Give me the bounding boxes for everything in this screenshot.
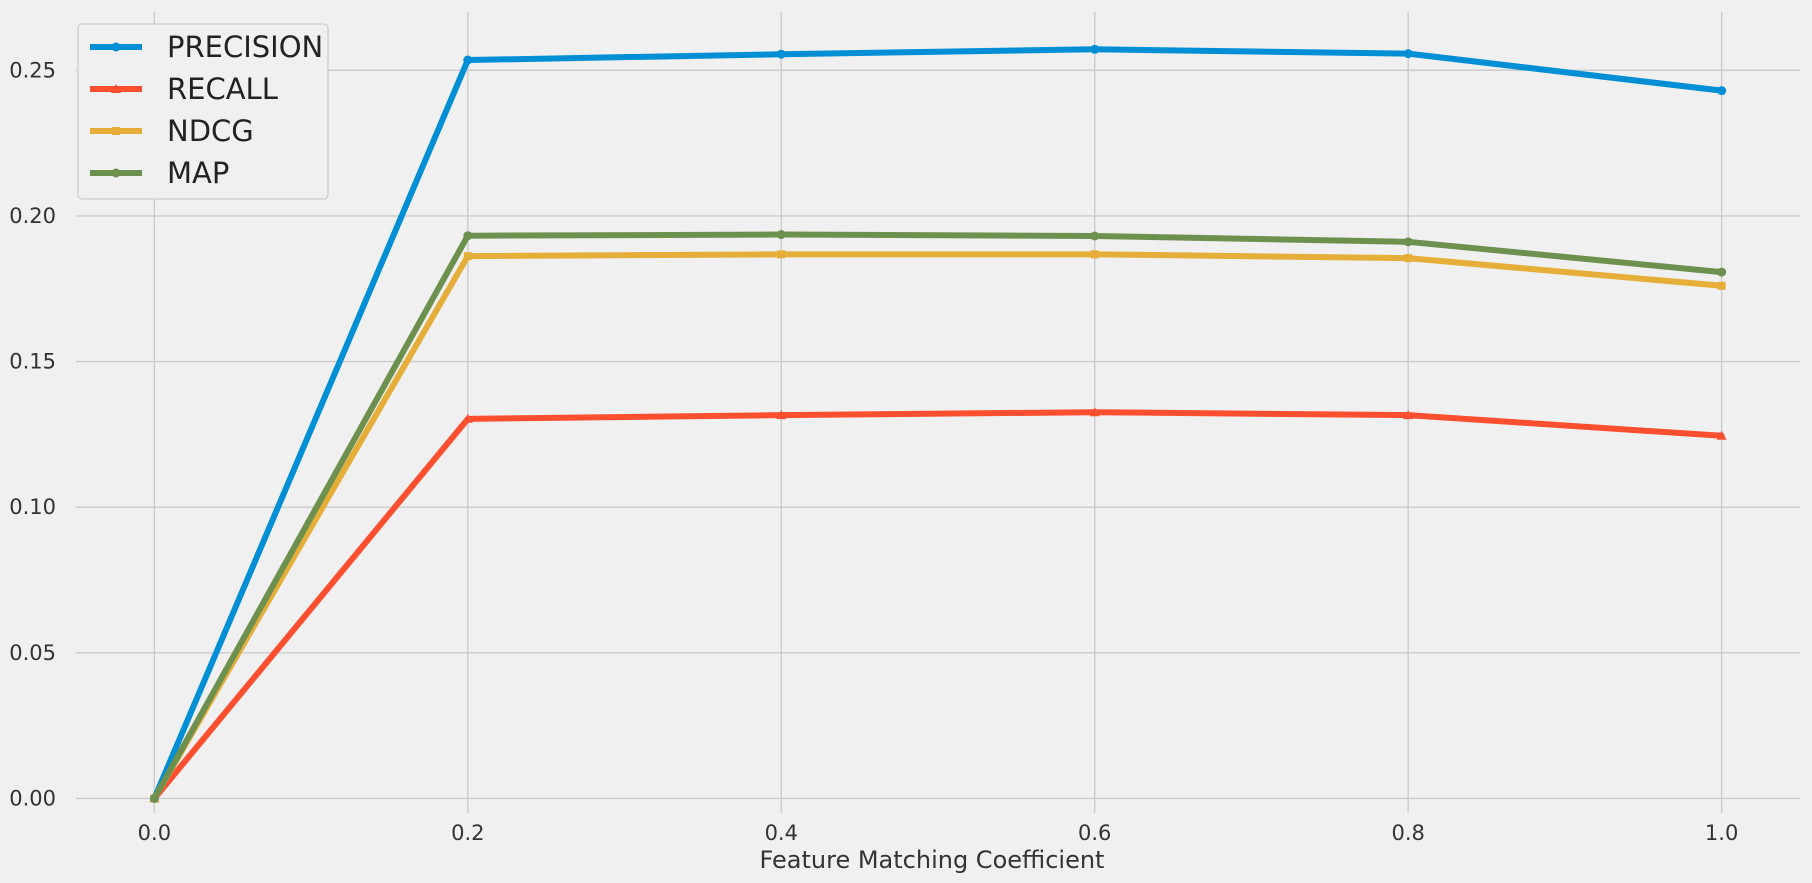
data-point [111, 42, 121, 52]
data-point [1090, 250, 1099, 259]
data-point [463, 252, 472, 261]
data-point [112, 127, 120, 135]
series-line [151, 46, 1725, 802]
y-tick-label: 0.00 [9, 786, 56, 810]
data-point [1403, 237, 1413, 247]
legend-item-recall: RECALL [90, 72, 278, 106]
y-tick-label: 0.05 [9, 641, 56, 665]
x-tick-label: 0.8 [1391, 821, 1424, 845]
y-tick-label: 0.10 [9, 495, 56, 519]
data-point [1717, 281, 1726, 290]
legend-label: PRECISION [167, 30, 323, 64]
data-point [1403, 49, 1413, 59]
tick-labels: 0.0 0.2 0.4 0.6 0.8 1.0 0.00 0.05 0.10 0.15 0.20 0.… [9, 58, 1738, 845]
data-point [776, 230, 786, 240]
data-point [1717, 86, 1727, 96]
legend-label: RECALL [167, 72, 278, 106]
legend: PRECISION RECALL NDCG MAP [77, 23, 329, 200]
legend-item-ndcg: NDCG [90, 114, 254, 148]
legend-label: MAP [167, 156, 229, 190]
legend-item-precision: PRECISION [90, 30, 323, 64]
data-point [776, 410, 787, 420]
data-point [1716, 430, 1727, 440]
data-point [463, 231, 473, 241]
data-point [777, 250, 786, 259]
y-tick-label: 0.25 [9, 58, 56, 82]
data-point [776, 49, 786, 59]
data-point [1090, 44, 1100, 54]
series-line [151, 231, 1725, 802]
series-line [151, 251, 1725, 802]
series-lines [149, 44, 1727, 803]
data-point [111, 84, 121, 93]
legend-box [77, 23, 329, 200]
y-tick-label: 0.15 [9, 350, 56, 374]
x-axis-title: Feature Matching Coefficient [760, 846, 1105, 874]
data-point [462, 413, 473, 423]
x-tick-label: 0.6 [1078, 821, 1111, 845]
x-tick-label: 0.2 [451, 821, 484, 845]
series-map [149, 230, 1727, 803]
legend-label: NDCG [167, 114, 254, 148]
legend-item-map: MAP [90, 156, 229, 190]
data-point [1090, 231, 1100, 241]
series-recall [149, 407, 1727, 803]
x-tick-label: 0.4 [765, 821, 798, 845]
data-point [1404, 254, 1413, 263]
data-point [111, 168, 121, 178]
data-point [1403, 410, 1414, 420]
data-point [1089, 407, 1100, 417]
x-tick-label: 1.0 [1705, 821, 1738, 845]
y-tick-label: 0.20 [9, 204, 56, 228]
data-point [463, 55, 473, 65]
series-line [151, 409, 1725, 802]
data-point [1717, 267, 1727, 277]
data-point [149, 793, 159, 803]
series-precision [149, 44, 1727, 803]
series-ndcg [150, 250, 1726, 803]
x-tick-label: 0.0 [138, 821, 171, 845]
